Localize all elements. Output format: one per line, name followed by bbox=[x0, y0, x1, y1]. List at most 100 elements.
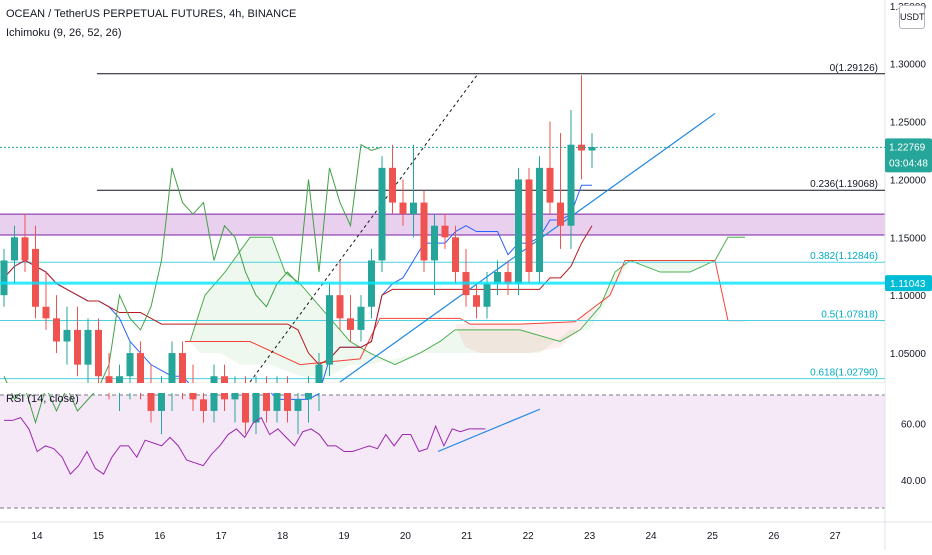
candle-body[interactable] bbox=[63, 329, 71, 342]
candle-body[interactable] bbox=[389, 167, 396, 203]
marked-price-badge bbox=[885, 275, 932, 292]
candle-body[interactable] bbox=[399, 202, 407, 215]
candle-body[interactable] bbox=[231, 387, 239, 400]
candle-body[interactable] bbox=[588, 147, 596, 151]
candle-body[interactable] bbox=[378, 167, 386, 261]
candle-body[interactable] bbox=[315, 364, 323, 388]
candle-body[interactable] bbox=[21, 237, 29, 261]
price-tick-label: 1.25000 bbox=[890, 118, 927, 129]
candle-body[interactable] bbox=[200, 399, 207, 411]
kumo-cloud bbox=[190, 237, 715, 377]
time-tick-label: 14 bbox=[31, 531, 43, 542]
candle-body[interactable] bbox=[494, 272, 501, 284]
candle-body[interactable] bbox=[557, 202, 564, 226]
candle-body[interactable] bbox=[305, 387, 312, 400]
candle-body[interactable] bbox=[242, 387, 249, 423]
base-line bbox=[3, 225, 593, 366]
indicator-legend[interactable]: Ichimoku (9, 26, 52, 26) bbox=[6, 27, 122, 39]
marked-price-label: 1.11043 bbox=[890, 279, 926, 290]
rsi-legend[interactable]: RSI (14, close) bbox=[6, 393, 79, 405]
time-tick-label: 17 bbox=[216, 531, 228, 542]
time-tick-label: 23 bbox=[584, 531, 596, 542]
candle-body[interactable] bbox=[483, 283, 491, 307]
candle-body[interactable] bbox=[357, 306, 365, 330]
time-tick-label: 25 bbox=[707, 531, 719, 542]
candle-body[interactable] bbox=[53, 318, 60, 342]
fib-level-label: 0.5(1.07818) bbox=[821, 309, 878, 320]
candle-body[interactable] bbox=[525, 179, 533, 273]
rsi-band bbox=[0, 395, 885, 508]
price-tick-label: 1.20000 bbox=[890, 175, 927, 186]
candle-body[interactable] bbox=[74, 329, 81, 365]
candle-body[interactable] bbox=[210, 376, 218, 411]
candle-body[interactable] bbox=[420, 202, 428, 261]
resistance-zone bbox=[0, 214, 885, 235]
candle-body[interactable] bbox=[431, 225, 438, 261]
fib-trend-line[interactable] bbox=[249, 73, 479, 383]
time-tick-label: 19 bbox=[338, 531, 350, 542]
candle-body[interactable] bbox=[158, 387, 165, 411]
candle-body[interactable] bbox=[105, 376, 113, 388]
candle-body[interactable] bbox=[189, 387, 197, 400]
candle-body[interactable] bbox=[32, 248, 39, 307]
candle-body[interactable] bbox=[11, 237, 18, 261]
kumo-cloud-bearish bbox=[455, 295, 610, 354]
candle-body[interactable] bbox=[137, 353, 144, 388]
price-tick-label: 1.15000 bbox=[890, 233, 927, 244]
candle-body[interactable] bbox=[546, 167, 554, 203]
candle-body[interactable] bbox=[504, 272, 512, 284]
time-tick-label: 18 bbox=[277, 531, 289, 542]
time-tick-label: 24 bbox=[645, 531, 657, 542]
candle-body[interactable] bbox=[252, 387, 260, 423]
candle-body[interactable] bbox=[116, 376, 123, 388]
currency-selector[interactable]: USDT bbox=[899, 5, 925, 29]
time-tick-label: 22 bbox=[523, 531, 535, 542]
candle-body[interactable] bbox=[273, 387, 281, 411]
candle-body[interactable] bbox=[84, 329, 92, 365]
candle-body[interactable] bbox=[263, 387, 270, 411]
candle-body[interactable] bbox=[441, 225, 449, 238]
candle-body[interactable] bbox=[168, 353, 176, 388]
rsi-trend-line[interactable] bbox=[437, 408, 541, 453]
senkou-span-a bbox=[189, 236, 716, 366]
price-tick-label: 1.30000 bbox=[890, 60, 927, 71]
current-price-label: 1.22769 bbox=[889, 142, 926, 153]
pane-gap bbox=[0, 383, 885, 393]
chart-title: OCEAN / TetherUS PERPETUAL FUTURES, 4h, … bbox=[6, 8, 297, 20]
candle-body[interactable] bbox=[567, 144, 575, 226]
time-tick-label: 21 bbox=[461, 531, 473, 542]
time-tick-label: 26 bbox=[768, 531, 780, 542]
candle-body[interactable] bbox=[515, 179, 522, 284]
countdown-label: 03:04:48 bbox=[889, 158, 928, 169]
candle-body[interactable] bbox=[294, 399, 302, 411]
candle-body[interactable] bbox=[0, 260, 8, 296]
candle-body[interactable] bbox=[326, 295, 333, 365]
fib-level-label: 0.236(1.19068) bbox=[810, 179, 878, 190]
candle-body[interactable] bbox=[42, 306, 50, 319]
time-tick-label: 15 bbox=[93, 531, 105, 542]
fib-level-label: 0(1.29126) bbox=[830, 63, 878, 74]
rsi-tick-label: 60.00 bbox=[901, 419, 926, 430]
candle-body[interactable] bbox=[536, 167, 543, 273]
candle-body[interactable] bbox=[95, 329, 102, 377]
senkou-span-a-tail bbox=[714, 236, 745, 261]
candle-body[interactable] bbox=[452, 237, 459, 273]
price-tick-label: 1.10000 bbox=[890, 291, 927, 302]
fib-level-label: 0.382(1.12846) bbox=[810, 251, 878, 262]
rsi-line bbox=[4, 416, 486, 475]
price-tick-label: 1.05000 bbox=[890, 349, 927, 360]
candle-body[interactable] bbox=[284, 387, 291, 411]
rsi-tick-label: 40.00 bbox=[901, 476, 926, 487]
candle-body[interactable] bbox=[473, 295, 480, 307]
candle-body[interactable] bbox=[336, 295, 344, 319]
time-tick-label: 16 bbox=[154, 531, 166, 542]
candle-body[interactable] bbox=[147, 387, 155, 411]
time-tick-label: 20 bbox=[400, 531, 412, 542]
time-tick-label: 27 bbox=[830, 531, 842, 542]
candle-body[interactable] bbox=[126, 353, 134, 377]
candle-body[interactable] bbox=[179, 353, 186, 388]
candle-body[interactable] bbox=[410, 202, 417, 215]
candle-body[interactable] bbox=[347, 318, 354, 330]
